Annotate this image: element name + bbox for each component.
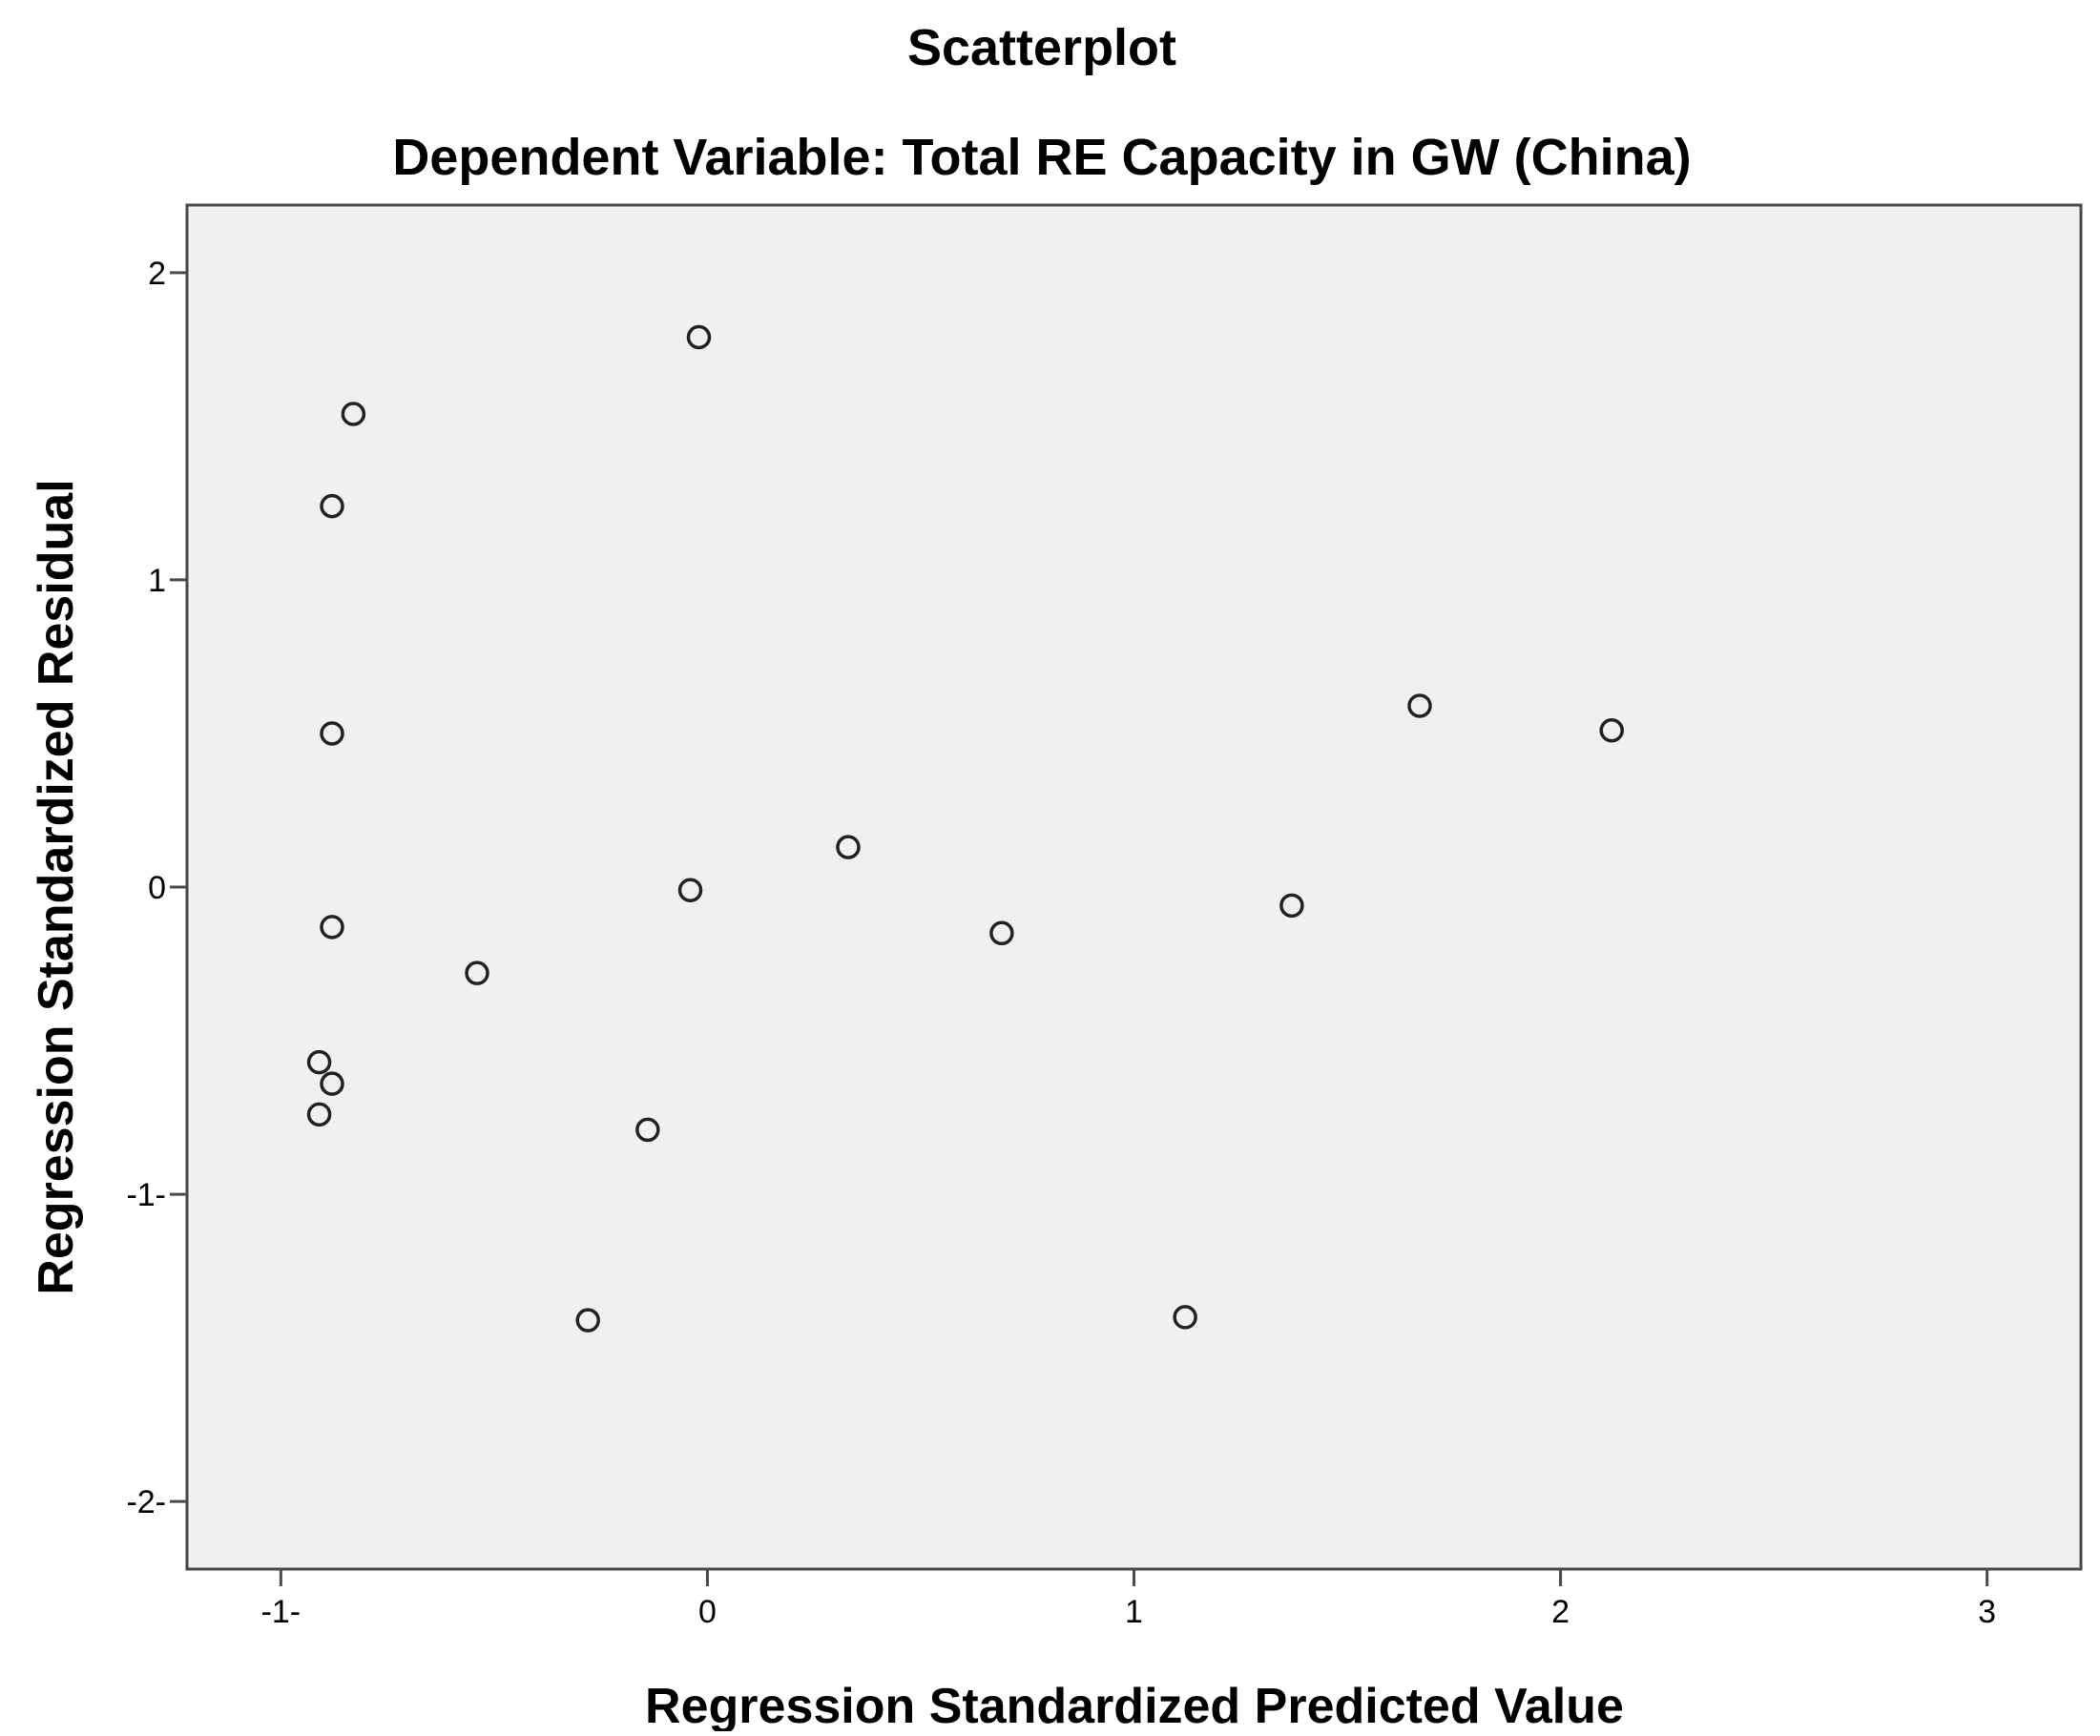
- data-point: [465, 961, 489, 985]
- data-point: [1407, 693, 1432, 718]
- x-axis-ticks: -1- 0 1 2 3: [261, 1569, 1996, 1630]
- x-tick-label: 1: [1125, 1594, 1143, 1630]
- data-point: [320, 493, 344, 519]
- x-tick-label: 2: [1551, 1594, 1570, 1630]
- data-points: [306, 324, 1624, 1333]
- data-point: [635, 1117, 660, 1143]
- data-point: [320, 1071, 344, 1096]
- y-axis-ticks: -2- -1- 0 1 2: [126, 256, 187, 1520]
- y-tick-label: 0: [148, 870, 166, 906]
- x-axis-title: Regression Standardized Predicted Value: [645, 1679, 1624, 1731]
- chart-title: Scatterplot: [907, 19, 1176, 76]
- data-point: [686, 324, 712, 350]
- data-point: [1173, 1305, 1197, 1330]
- data-point: [989, 920, 1014, 946]
- x-tick-label: 0: [698, 1594, 717, 1630]
- x-tick-label: -1-: [261, 1594, 301, 1630]
- data-point: [306, 1102, 332, 1127]
- y-tick-label: -1-: [126, 1177, 166, 1213]
- chart-subtitle: Dependent Variable: Total RE Capacity in…: [392, 129, 1691, 186]
- y-tick-label: -2-: [126, 1484, 166, 1520]
- data-point: [575, 1308, 600, 1333]
- y-axis-title: Regression Standardized Residual: [29, 479, 84, 1294]
- data-point: [836, 835, 861, 859]
- plot-area: [185, 203, 2083, 1571]
- data-point: [1599, 717, 1624, 743]
- data-point: [306, 1049, 332, 1075]
- data-point: [341, 402, 366, 426]
- data-point: [1279, 893, 1304, 919]
- data-point: [677, 878, 703, 902]
- x-tick-label: 3: [1978, 1594, 1996, 1630]
- y-tick-label: 1: [148, 563, 166, 599]
- y-tick-label: 2: [148, 256, 166, 292]
- data-point: [320, 721, 344, 746]
- data-point: [320, 915, 344, 940]
